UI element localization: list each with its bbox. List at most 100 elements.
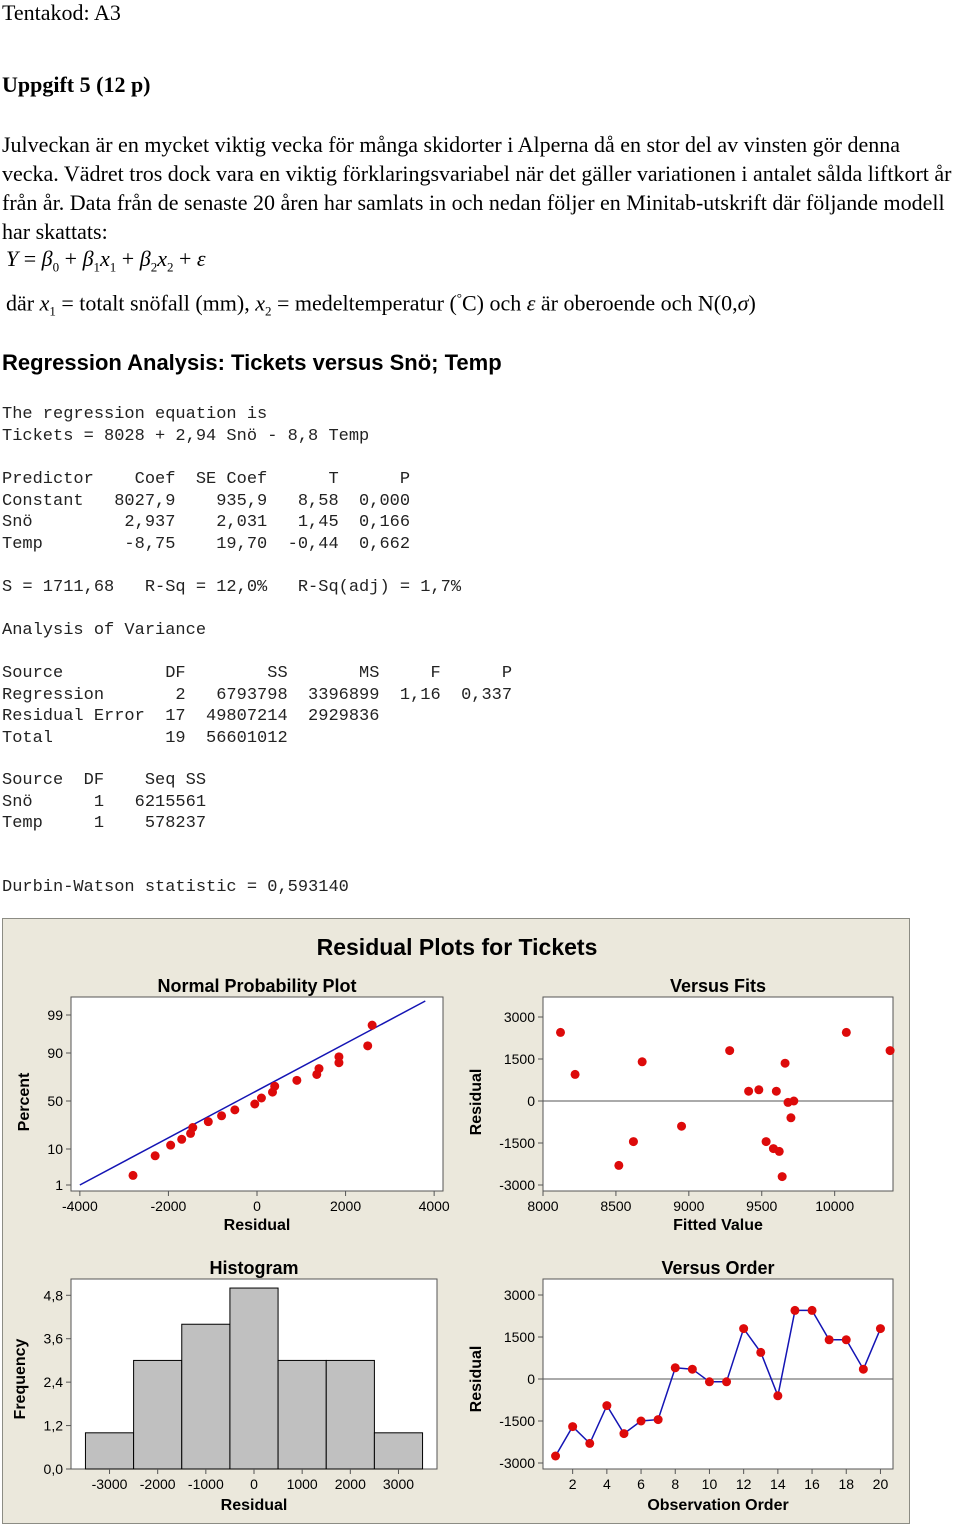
x-tick-label: 14	[770, 1476, 786, 1492]
data-point	[551, 1451, 561, 1461]
x-axis-label-4: Observation Order	[647, 1497, 788, 1514]
x-axis-label-2: Fitted Value	[673, 1217, 763, 1234]
data-point	[841, 1027, 851, 1037]
y-tick-label: -1500	[499, 1413, 535, 1429]
y-tick-label: 3000	[504, 1009, 535, 1025]
residual-plots-svg: Residual Plots for Tickets Normal Probabi…	[12, 934, 895, 1514]
x-tick-label: 9500	[746, 1198, 777, 1214]
eq-plus: +	[178, 246, 192, 271]
data-point	[773, 1391, 783, 1401]
regression-title: Regression Analysis: Tickets versus Snö;…	[2, 350, 502, 375]
eq-beta1: β	[82, 246, 94, 271]
data-point	[150, 1151, 160, 1161]
histogram-bar	[229, 1287, 279, 1470]
def-dar: där	[6, 290, 35, 316]
data-point	[314, 1064, 324, 1074]
data-point	[568, 1422, 578, 1432]
fit-statistics: S = 1711,68 R-Sq = 12,0% R-Sq(adj) = 1,7…	[2, 578, 462, 597]
data-point	[807, 1305, 817, 1315]
data-point	[790, 1305, 800, 1315]
data-point	[256, 1093, 266, 1103]
data-point	[841, 1335, 851, 1345]
anova-table: Source DF SS MS F P Regression 2 6793798…	[2, 664, 513, 748]
x-tick-label: 4000	[419, 1198, 450, 1214]
y-axis-label-3: Frequency	[12, 1338, 29, 1419]
def-epsilon: ε	[526, 290, 536, 316]
histogram-bar	[373, 1432, 424, 1470]
panel-frame-4	[542, 1278, 894, 1470]
x-tick-label: 4	[603, 1476, 611, 1492]
data-point	[774, 1146, 784, 1156]
def-degree: °	[456, 290, 462, 305]
y-axis-label-2: Residual	[468, 1069, 485, 1136]
panel-frame-2	[542, 996, 894, 1192]
anova-title: Analysis of Variance	[2, 621, 207, 640]
x-tick-label: 20	[873, 1476, 889, 1492]
eq-beta0-sub: 0	[52, 259, 60, 275]
x-tick-label: 18	[838, 1476, 854, 1492]
data-point	[704, 1377, 714, 1387]
data-point	[363, 1041, 373, 1051]
data-point	[619, 1429, 629, 1439]
y-tick-label: 1	[55, 1177, 63, 1193]
x-tick-label: 2000	[335, 1476, 366, 1492]
y-tick-label: 90	[47, 1045, 63, 1061]
x-tick-label: 2	[569, 1476, 577, 1492]
eq-x2-sub: 2	[166, 259, 174, 275]
y-tick-label: 0,0	[44, 1461, 64, 1477]
data-point	[203, 1117, 213, 1127]
eq-plus: +	[121, 246, 135, 271]
data-point	[780, 1058, 790, 1068]
x-tick-label: 16	[804, 1476, 820, 1492]
panel-title-2: Versus Fits	[670, 976, 766, 996]
data-point	[744, 1086, 754, 1096]
x-tick-label: 8000	[527, 1198, 558, 1214]
series-line	[554, 1309, 882, 1457]
y-tick-label: 99	[47, 1007, 63, 1023]
x-tick-label: 3000	[383, 1476, 414, 1492]
histogram-bar	[277, 1359, 327, 1470]
y-tick-label: -1500	[499, 1135, 535, 1151]
coefficient-table: Predictor Coef SE Coef T P Constant 8027…	[2, 470, 411, 554]
data-point	[128, 1170, 138, 1180]
eq-plus: +	[64, 246, 78, 271]
regression-equation-block: The regression equation is Tickets = 802…	[2, 405, 370, 446]
y-tick-label: 4,8	[44, 1287, 64, 1303]
y-tick-label: 0	[527, 1093, 535, 1109]
data-point	[614, 1160, 624, 1170]
x-tick-label: 10000	[815, 1198, 854, 1214]
data-point	[166, 1140, 176, 1150]
histogram-bar	[181, 1323, 231, 1470]
x-tick-label: -4000	[62, 1198, 98, 1214]
x-tick-label: 10	[702, 1476, 718, 1492]
panel-frame-1	[70, 996, 444, 1192]
data-point	[875, 1324, 885, 1334]
data-point	[670, 1363, 680, 1373]
eq-beta2: β	[139, 246, 151, 271]
data-point	[722, 1377, 732, 1387]
data-point	[777, 1172, 787, 1182]
eq-x1-sub: 1	[109, 259, 117, 275]
data-point	[637, 1057, 647, 1067]
eq-x2: x	[157, 246, 167, 271]
x-tick-label: 0	[250, 1476, 258, 1492]
def-x2-sub: 2	[265, 303, 272, 319]
data-point	[636, 1416, 646, 1426]
y-tick-label: -3000	[499, 1455, 535, 1471]
histogram-bar	[133, 1359, 183, 1470]
figure-title: Residual Plots for Tickets	[317, 934, 598, 960]
data-point	[771, 1086, 781, 1096]
data-point	[188, 1123, 198, 1133]
histogram-bar	[84, 1432, 135, 1470]
y-tick-label: 10	[47, 1141, 63, 1157]
y-tick-label: 1500	[504, 1329, 535, 1345]
intro-paragraph: Julveckan är en mycket viktig vecka för …	[2, 132, 952, 244]
y-tick-label: 0	[527, 1371, 535, 1387]
x-tick-label: 8	[671, 1476, 679, 1492]
panel-title-1: Normal Probability Plot	[157, 976, 356, 996]
data-point	[230, 1105, 240, 1115]
panel-title-4: Versus Order	[661, 1258, 774, 1278]
data-point	[585, 1438, 595, 1448]
data-point	[677, 1121, 687, 1131]
data-point	[653, 1415, 663, 1425]
